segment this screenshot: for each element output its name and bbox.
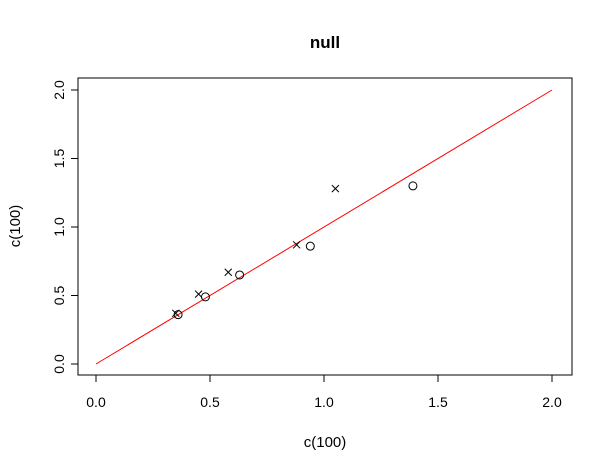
y-tick-label: 0.5 [51, 286, 67, 306]
x-axis: 0.0 0.5 1.0 1.5 2.0 [86, 374, 562, 410]
data-point-circle [235, 270, 245, 280]
cross-stroke [292, 240, 301, 249]
x-axis-label: c(100) [304, 434, 347, 451]
y-tick-label: 1.5 [51, 149, 67, 169]
x-tick-label: 0.0 [86, 394, 106, 410]
points-layer [171, 181, 418, 320]
cross-stroke [224, 268, 233, 277]
data-point-circle [408, 181, 418, 191]
x-tick-label: 1.0 [314, 394, 334, 410]
x-tick-label: 1.5 [428, 394, 448, 410]
y-tick-label: 1.0 [51, 217, 67, 237]
x-tick-label: 2.0 [542, 394, 562, 410]
cross-stroke [331, 184, 340, 193]
data-point-cross [194, 290, 203, 298]
y-axis-label: c(100) [7, 205, 24, 248]
chart-title: null [310, 33, 340, 52]
y-tick-label: 0.0 [51, 354, 67, 374]
y-axis: 0.0 0.5 1.0 1.5 2.0 [51, 80, 79, 374]
cross-stroke [171, 309, 180, 318]
data-point-cross [292, 240, 301, 249]
cross-stroke [194, 290, 203, 298]
identity-line [95, 89, 553, 365]
data-point-circle [305, 241, 315, 251]
data-point-cross [171, 309, 180, 318]
data-point-cross [331, 184, 340, 193]
x-tick-label: 0.5 [200, 394, 220, 410]
data-point-cross [224, 268, 233, 277]
y-tick-label: 2.0 [51, 80, 67, 100]
